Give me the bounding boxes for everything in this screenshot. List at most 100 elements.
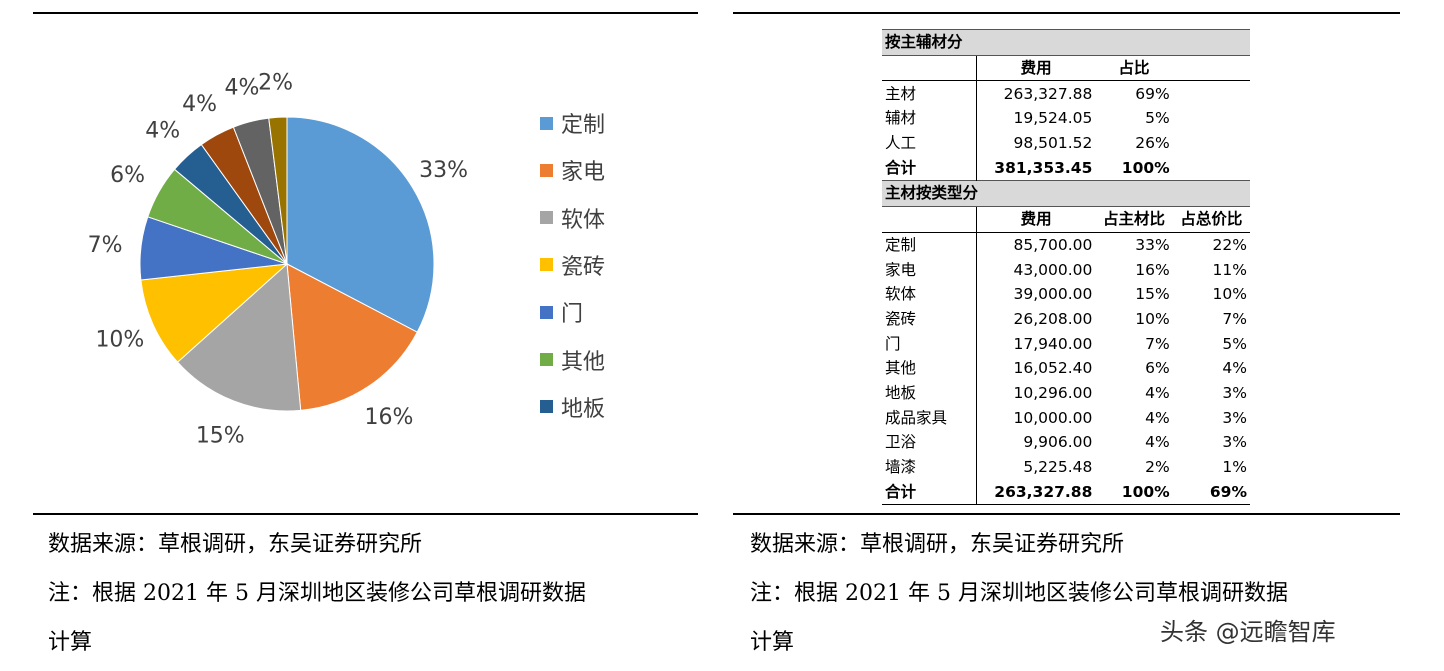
table-row: 定制 85,700.00 33% 22% — [882, 232, 1250, 258]
table-cell: 43,000.00 — [1013, 260, 1093, 279]
legend-item: 家电 — [540, 154, 605, 186]
table-cell: 家电 — [882, 257, 977, 282]
table-cell: 26% — [1135, 134, 1170, 153]
table-cell: 17,940.00 — [1013, 334, 1093, 353]
legend-label: 家电 — [561, 160, 606, 186]
table-row: 软体 39,000.00 15% 10% — [882, 281, 1250, 307]
total-row: 合计 381,353.45 100% — [882, 155, 1250, 181]
table-row: 卫浴 9,906.00 4% 3% — [882, 430, 1250, 455]
table-cell: 19,524.05 — [1013, 109, 1093, 128]
table-cell: 3% — [1222, 433, 1247, 452]
table-row: 成品家具 10,000.00 4% 3% — [882, 405, 1250, 430]
table-row: 辅材 19,524.05 5% — [882, 106, 1250, 131]
legend-swatch — [540, 353, 553, 366]
table-cell: 5% — [1145, 109, 1170, 128]
watermark: 头条 @远瞻智库 — [1160, 618, 1336, 646]
table-cell: 39,000.00 — [1013, 285, 1093, 304]
table-cell: 合计 — [882, 155, 977, 181]
table-cell: 合计 — [882, 479, 977, 506]
left-bottom-rule — [33, 513, 698, 515]
data-label: 33% — [419, 158, 468, 183]
section-title: 主材按类型分 — [882, 180, 1250, 207]
legend-swatch — [540, 258, 553, 272]
pie-slice-0 — [286, 116, 435, 333]
left-top-rule — [33, 12, 698, 14]
table-cell: 4% — [1145, 383, 1170, 402]
table-cell: 6% — [1145, 359, 1170, 378]
table-cell: 软体 — [882, 281, 977, 307]
table-cell — [1173, 106, 1250, 131]
table-cell: 人工 — [882, 130, 977, 156]
note-left-1: 注：根据 2021 年 5 月深圳地区装修公司草根调研数据 — [48, 581, 586, 606]
table-cell: 7% — [1145, 334, 1170, 353]
section-header-2: 主材按类型分 — [882, 180, 1250, 207]
legend-label: 软体 — [561, 207, 606, 233]
table-cell: 3% — [1222, 408, 1247, 427]
right-bottom-rule — [733, 513, 1400, 515]
source-left: 数据来源：草根调研，东吴证券研究所 — [48, 532, 423, 557]
legend-swatch — [540, 116, 553, 130]
table-cell: 85,700.00 — [1013, 235, 1093, 254]
table-cell — [1173, 81, 1250, 106]
table-cell: 33% — [1135, 235, 1170, 254]
data-label: 2% — [258, 70, 293, 95]
table-cell: 15% — [1135, 285, 1170, 304]
legend-label: 定制 — [561, 113, 606, 138]
table-cell: 11% — [1212, 260, 1247, 279]
table-row: 墙漆 5,225.48 2% 1% — [882, 454, 1250, 480]
pie-slice-1 — [286, 263, 418, 411]
legend-item: 其他 — [540, 344, 605, 376]
table-cell: 4% — [1222, 359, 1247, 378]
pie-slice-2 — [176, 262, 302, 412]
table-cell: 占主材比 — [1095, 206, 1173, 233]
table-cell: 瓷砖 — [882, 306, 977, 332]
table-cell: 10,296.00 — [1013, 383, 1093, 402]
table-cell: 5,225.48 — [1023, 458, 1093, 477]
table-cell: 100% — [1121, 158, 1170, 177]
table-cell: 3% — [1222, 383, 1247, 402]
data-label: 4% — [145, 119, 180, 144]
section-header-1: 按主辅材分 — [882, 29, 1250, 56]
data-label: 15% — [196, 423, 245, 448]
data-label: 4% — [224, 76, 259, 101]
table-cell — [1173, 131, 1250, 156]
table-cell: 辅材 — [882, 106, 977, 131]
table-cell: 5% — [1222, 334, 1247, 353]
table-cell: 9,906.00 — [1023, 433, 1093, 452]
table-cell: 69% — [1172, 479, 1250, 506]
legend-swatch — [540, 400, 553, 414]
pie-slice-3 — [140, 263, 289, 363]
table-cell: 10% — [1212, 285, 1247, 304]
table-cell — [882, 55, 977, 82]
table-cell: 100% — [1095, 479, 1173, 506]
table-row: 家电 43,000.00 16% 11% — [882, 257, 1250, 282]
table-cell: 7% — [1222, 309, 1247, 328]
source-right: 数据来源：草根调研，东吴证券研究所 — [750, 532, 1125, 557]
data-label: 16% — [365, 405, 414, 430]
data-label: 7% — [88, 233, 123, 258]
legend-label: 其他 — [561, 349, 606, 375]
legend-item: 软体 — [540, 202, 605, 234]
table-row: 其他 16,052.40 6% 4% — [882, 355, 1250, 381]
table-cell: 2% — [1145, 458, 1170, 477]
pie-chart: 33%16%15%10%7%6%4%4%4%2% — [88, 70, 468, 448]
table-cell: 10,000.00 — [1013, 408, 1093, 427]
legend-swatch — [540, 305, 553, 319]
legend-label: 门 — [561, 302, 584, 328]
table-cell: 1% — [1222, 458, 1247, 477]
table-cell: 成品家具 — [882, 405, 977, 430]
legend-item: 门 — [540, 296, 583, 328]
table-cell: 门 — [882, 331, 977, 356]
table-cell: 占总价比 — [1172, 206, 1250, 233]
table-cell: 卫浴 — [882, 430, 977, 455]
note-right-2: 计算 — [750, 630, 795, 655]
table-cell: 占比 — [1095, 55, 1173, 82]
table-cell: 墙漆 — [882, 454, 977, 480]
table-cell: 费用 — [976, 206, 1096, 233]
legend-swatch — [540, 211, 553, 225]
total-row: 合计 263,327.88 100% 69% — [882, 479, 1250, 506]
table-cell: 16,052.40 — [1013, 359, 1093, 378]
data-label: 4% — [182, 92, 217, 117]
table-cell: 22% — [1212, 235, 1247, 254]
table-cell: 4% — [1145, 433, 1170, 452]
